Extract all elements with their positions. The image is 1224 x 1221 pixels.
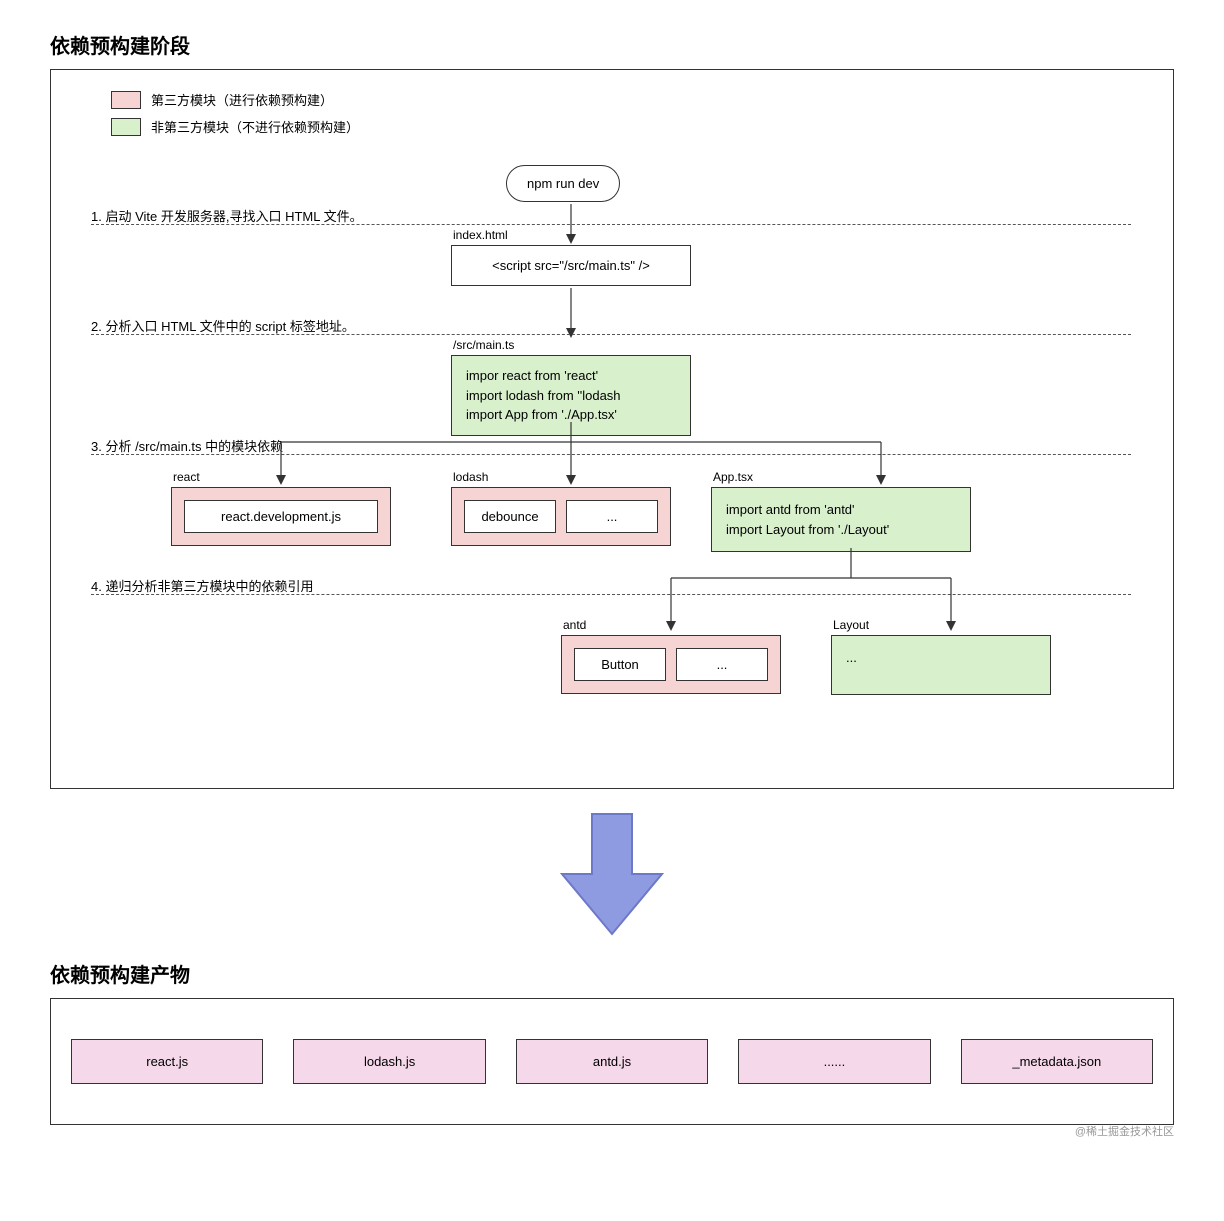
dash-2: [91, 334, 1131, 335]
output-react: react.js: [71, 1039, 263, 1084]
dash-1: [91, 224, 1131, 225]
output-container: react.js lodash.js antd.js ...... _metad…: [50, 998, 1174, 1125]
layout-node: ...: [831, 635, 1051, 695]
legend-green-swatch: [111, 118, 141, 136]
legend-pink: 第三方模块（进行依赖预构建）: [111, 90, 359, 109]
react-node: react.development.js: [171, 487, 391, 546]
legend: 第三方模块（进行依赖预构建） 非第三方模块（不进行依赖预构建）: [111, 90, 359, 144]
app-line2: import Layout from './Layout': [726, 520, 956, 540]
arrow-index-main: [561, 288, 581, 338]
index-content: <script src="/src/main.ts" />: [492, 258, 650, 273]
antd-label: antd: [561, 618, 586, 632]
app-line1: import antd from 'antd': [726, 500, 956, 520]
big-arrow-icon: [557, 809, 667, 939]
lodash-inner1: debounce: [464, 500, 556, 533]
lodash-label: lodash: [451, 470, 488, 484]
legend-pink-label: 第三方模块（进行依赖预构建）: [151, 90, 333, 109]
react-label: react: [171, 470, 200, 484]
lodash-node: debounce ...: [451, 487, 671, 546]
react-inner: react.development.js: [184, 500, 378, 533]
arrow-app-children: [551, 548, 1031, 638]
output-more: ......: [738, 1039, 930, 1084]
npm-node: npm run dev: [506, 165, 620, 202]
watermark: @稀土掘金技术社区: [1075, 1123, 1174, 1139]
lodash-inner2: ...: [566, 500, 658, 533]
step-2: 2. 分析入口 HTML 文件中的 script 标签地址。: [91, 316, 355, 335]
antd-node: Button ...: [561, 635, 781, 694]
layout-label: Layout: [831, 618, 869, 632]
app-node: import antd from 'antd' import Layout fr…: [711, 487, 971, 552]
phase-container: 第三方模块（进行依赖预构建） 非第三方模块（不进行依赖预构建） npm run …: [50, 69, 1174, 789]
antd-inner1: Button: [574, 648, 666, 681]
big-arrow-wrap: [20, 809, 1204, 939]
index-node: <script src="/src/main.ts" />: [451, 245, 691, 286]
main-label: /src/main.ts: [451, 338, 514, 352]
legend-pink-swatch: [111, 91, 141, 109]
legend-green: 非第三方模块（不进行依赖预构建）: [111, 117, 359, 136]
output-lodash: lodash.js: [293, 1039, 485, 1084]
antd-inner2: ...: [676, 648, 768, 681]
output-title: 依赖预构建产物: [50, 959, 1204, 988]
phase-title: 依赖预构建阶段: [50, 30, 1204, 59]
output-metadata: _metadata.json: [961, 1039, 1153, 1084]
app-label: App.tsx: [711, 470, 753, 484]
legend-green-label: 非第三方模块（不进行依赖预构建）: [151, 117, 359, 136]
layout-content: ...: [846, 650, 857, 665]
main-line1: impor react from 'react': [466, 366, 676, 386]
output-antd: antd.js: [516, 1039, 708, 1084]
arrow-main-children: [171, 422, 931, 492]
step-1: 1. 启动 Vite 开发服务器,寻找入口 HTML 文件。: [91, 206, 363, 225]
main-line2: import lodash from ''lodash: [466, 386, 676, 406]
output-row: react.js lodash.js antd.js ...... _metad…: [51, 999, 1173, 1124]
index-label: index.html: [451, 228, 508, 242]
step-4: 4. 递归分析非第三方模块中的依赖引用: [91, 576, 313, 595]
